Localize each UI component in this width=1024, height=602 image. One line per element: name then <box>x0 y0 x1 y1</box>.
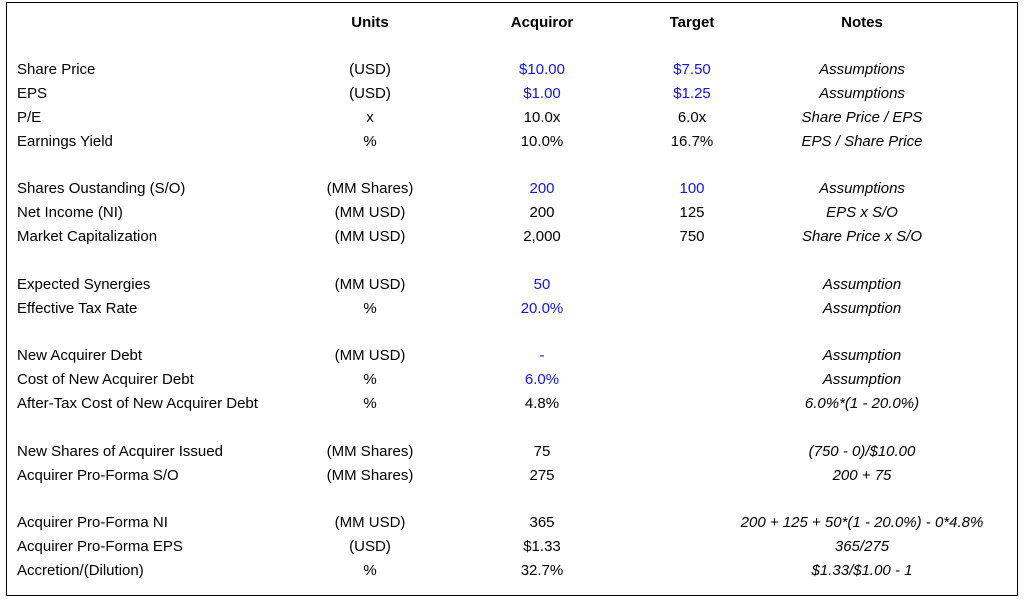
row-label: Accretion/(Dilution) <box>17 562 144 579</box>
row-acquiror-value: 75 <box>533 443 551 460</box>
row-note: Share Price / EPS <box>801 109 923 126</box>
row-note: EPS x S/O <box>826 204 898 221</box>
row-units: (MM USD) <box>334 276 406 293</box>
row-label: EPS <box>17 85 48 102</box>
row-label: Net Income (NI) <box>17 204 123 221</box>
row-label: Market Capitalization <box>17 228 158 245</box>
row-acquiror-value: - <box>539 347 545 364</box>
row-units: (MM USD) <box>334 228 406 245</box>
row-acquiror-value: 2,000 <box>523 228 561 245</box>
row-note: Assumptions <box>819 85 905 102</box>
row-label: Shares Oustanding (S/O) <box>17 180 186 197</box>
row-label: Effective Tax Rate <box>17 300 138 317</box>
row-note: $1.33/$1.00 - 1 <box>811 562 913 579</box>
row-units: (USD) <box>349 538 391 555</box>
row-label: Cost of New Acquirer Debt <box>17 371 194 388</box>
row-acquiror-value: 10.0x <box>523 109 561 126</box>
row-note: 200 + 75 <box>832 467 892 484</box>
row-acquiror-value: 200 <box>529 204 555 221</box>
row-acquiror-value: 32.7% <box>520 562 564 579</box>
row-target-value: 100 <box>679 180 705 197</box>
row-target-value: 750 <box>679 228 705 245</box>
row-label: Acquirer Pro-Forma NI <box>17 514 168 531</box>
row-units: (MM USD) <box>334 514 406 531</box>
row-acquiror-value: 50 <box>533 276 551 293</box>
row-units: (USD) <box>349 85 391 102</box>
row-note: Assumptions <box>819 61 905 78</box>
header-notes: Notes <box>841 14 883 31</box>
row-note: (750 - 0)/$10.00 <box>808 443 916 460</box>
row-label: P/E <box>17 109 42 126</box>
row-label: Acquirer Pro-Forma EPS <box>17 538 183 555</box>
row-units: (MM USD) <box>334 347 406 364</box>
header-target: Target <box>669 14 715 31</box>
row-units: x <box>366 109 374 126</box>
header-acquiror: Acquiror <box>510 14 574 31</box>
row-target-value: 16.7% <box>670 133 714 150</box>
row-units: (USD) <box>349 61 391 78</box>
row-acquiror-value: 365 <box>529 514 555 531</box>
row-target-value: $1.25 <box>673 85 711 102</box>
row-label: Acquirer Pro-Forma S/O <box>17 467 179 484</box>
row-units: (MM Shares) <box>326 443 414 460</box>
row-note: EPS / Share Price <box>801 133 923 150</box>
row-label: Earnings Yield <box>17 133 113 150</box>
row-note: 365/275 <box>834 538 890 555</box>
row-units: % <box>363 395 377 412</box>
row-note: Assumption <box>822 300 902 317</box>
row-units: % <box>363 371 377 388</box>
merger-model-sheet: Units Acquiror Target Notes Share Price (… <box>6 2 1018 596</box>
row-note: 200 + 125 + 50*(1 - 20.0%) - 0*4.8% <box>740 514 984 531</box>
row-note: Assumption <box>822 371 902 388</box>
row-note: Assumptions <box>819 180 905 197</box>
row-target-value: $7.50 <box>673 61 711 78</box>
row-acquiror-value: 6.0% <box>524 371 560 388</box>
header-units: Units <box>351 14 389 31</box>
row-acquiror-value: $10.00 <box>519 61 565 78</box>
row-acquiror-value: 275 <box>529 467 555 484</box>
row-units: (MM USD) <box>334 204 406 221</box>
row-acquiror-value: $1.00 <box>523 85 561 102</box>
row-note: 6.0%*(1 - 20.0%) <box>804 395 920 412</box>
row-units: % <box>363 300 377 317</box>
row-acquiror-value: 20.0% <box>520 300 564 317</box>
row-label: Expected Synergies <box>17 276 151 293</box>
row-acquiror-value: $1.33 <box>523 538 561 555</box>
row-units: % <box>363 133 377 150</box>
row-acquiror-value: 200 <box>529 180 555 197</box>
row-units: (MM Shares) <box>326 180 414 197</box>
row-acquiror-value: 4.8% <box>524 395 560 412</box>
row-label: New Acquirer Debt <box>17 347 143 364</box>
row-note: Assumption <box>822 347 902 364</box>
row-label: Share Price <box>17 61 96 78</box>
row-label: New Shares of Acquirer Issued <box>17 443 223 460</box>
row-units: (MM Shares) <box>326 467 414 484</box>
row-target-value: 6.0x <box>677 109 707 126</box>
row-label: After-Tax Cost of New Acquirer Debt <box>17 395 258 412</box>
row-note: Share Price x S/O <box>801 228 923 245</box>
row-target-value: 125 <box>679 204 705 221</box>
row-units: % <box>363 562 377 579</box>
row-acquiror-value: 10.0% <box>520 133 564 150</box>
row-note: Assumption <box>822 276 902 293</box>
